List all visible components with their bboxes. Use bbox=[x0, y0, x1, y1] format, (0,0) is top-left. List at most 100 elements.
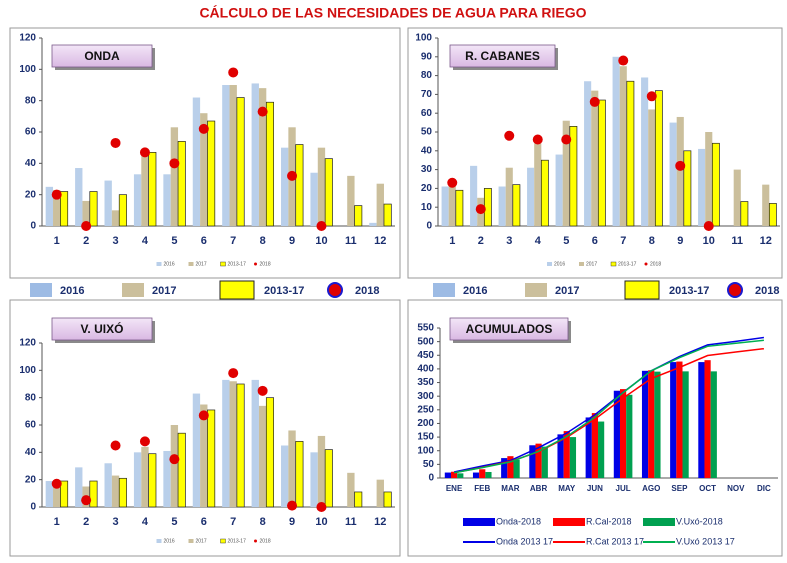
bar bbox=[584, 81, 592, 227]
x-tick-label: 8 bbox=[260, 516, 266, 528]
dot bbox=[561, 134, 572, 145]
dot bbox=[198, 410, 209, 421]
bar bbox=[369, 222, 377, 226]
x-tick-label: 12 bbox=[760, 235, 772, 247]
bar bbox=[562, 120, 570, 226]
bar bbox=[597, 99, 606, 227]
bar bbox=[740, 201, 749, 227]
legend-swatch bbox=[220, 538, 226, 544]
bar bbox=[654, 371, 661, 478]
y-tick-label: 40 bbox=[25, 158, 37, 169]
legend-swatch bbox=[254, 539, 257, 543]
y-tick-label: 450 bbox=[417, 350, 434, 361]
y-tick-label: 80 bbox=[25, 392, 37, 403]
y-tick-label: 40 bbox=[421, 145, 433, 156]
x-tick-label: ABR bbox=[530, 484, 548, 493]
dot bbox=[447, 177, 458, 188]
x-tick-label: OCT bbox=[699, 484, 716, 493]
bar bbox=[641, 77, 649, 226]
bar bbox=[698, 148, 706, 226]
bar bbox=[324, 449, 333, 508]
legend-swatch bbox=[553, 518, 585, 526]
legend-label: 2016 bbox=[60, 285, 84, 297]
y-tick-label: 250 bbox=[417, 404, 434, 415]
dot bbox=[139, 436, 150, 447]
legend-swatch bbox=[188, 262, 194, 266]
bar bbox=[222, 379, 230, 507]
x-tick-label: 5 bbox=[563, 235, 569, 247]
legend-label: 2017 bbox=[555, 285, 579, 297]
legend-swatch bbox=[643, 518, 675, 526]
dot bbox=[287, 500, 298, 511]
x-tick-label: 6 bbox=[201, 235, 207, 247]
chart-title: R. CABANES bbox=[465, 49, 540, 63]
legend-label: 2016 bbox=[164, 538, 175, 544]
bar bbox=[501, 458, 508, 478]
bar bbox=[450, 471, 458, 478]
bar bbox=[295, 441, 304, 508]
y-tick-label: 50 bbox=[421, 127, 433, 138]
y-tick-label: 0 bbox=[426, 221, 432, 232]
bar bbox=[281, 147, 289, 226]
x-tick-label: 4 bbox=[142, 235, 149, 247]
bar bbox=[170, 127, 179, 226]
bar bbox=[698, 362, 705, 478]
dot bbox=[51, 189, 62, 200]
bar bbox=[177, 141, 186, 227]
x-tick-label: JUN bbox=[587, 484, 603, 493]
legend-swatch bbox=[463, 518, 495, 526]
y-tick-label: 20 bbox=[421, 183, 433, 194]
x-tick-label: 4 bbox=[535, 235, 542, 247]
legend-label: 2018 bbox=[260, 538, 271, 544]
x-tick-label: JUL bbox=[616, 484, 631, 493]
bar bbox=[82, 200, 90, 226]
bar bbox=[89, 191, 98, 227]
bar bbox=[612, 56, 620, 226]
legend-swatch bbox=[122, 283, 144, 297]
bar bbox=[512, 184, 521, 227]
bar bbox=[104, 463, 112, 507]
bar bbox=[670, 362, 677, 478]
x-tick-label: 10 bbox=[703, 235, 715, 247]
dot bbox=[703, 221, 714, 231]
bar bbox=[111, 475, 120, 507]
bar bbox=[527, 167, 535, 226]
x-tick-label: 6 bbox=[592, 235, 598, 247]
dot bbox=[257, 385, 268, 396]
x-tick-label: DIC bbox=[757, 484, 771, 493]
bar bbox=[682, 371, 689, 478]
bar bbox=[498, 186, 506, 226]
bar bbox=[676, 116, 684, 226]
x-tick-label: 1 bbox=[54, 235, 60, 247]
legend-swatch bbox=[156, 539, 162, 543]
x-tick-label: 9 bbox=[289, 235, 295, 247]
bar bbox=[251, 379, 259, 507]
bar bbox=[133, 452, 142, 507]
x-tick-label: 3 bbox=[112, 516, 118, 528]
bar bbox=[513, 459, 520, 478]
y-tick-label: 60 bbox=[25, 420, 37, 431]
title-box bbox=[449, 44, 556, 68]
legend-label: 2017 bbox=[152, 285, 176, 297]
bar bbox=[75, 467, 83, 507]
bar bbox=[591, 413, 599, 478]
bar bbox=[251, 83, 259, 226]
bar bbox=[53, 189, 61, 226]
bar bbox=[505, 167, 513, 226]
x-tick-label: 1 bbox=[449, 235, 455, 247]
bar bbox=[444, 472, 451, 478]
legend-label: 2016 bbox=[164, 261, 175, 267]
y-tick-label: 40 bbox=[25, 447, 37, 458]
x-tick-label: NOV bbox=[727, 484, 745, 493]
bar bbox=[148, 152, 157, 227]
bar bbox=[541, 446, 548, 478]
bar bbox=[534, 143, 542, 226]
legend-label: V.Uxó-2018 bbox=[676, 516, 723, 526]
x-tick-label: SEP bbox=[671, 484, 688, 493]
bar bbox=[53, 482, 61, 507]
bar bbox=[170, 425, 179, 507]
bar bbox=[45, 186, 54, 226]
legend-swatch bbox=[156, 262, 162, 266]
legend-label: Onda-2018 bbox=[496, 516, 541, 526]
x-tick-label: 8 bbox=[649, 235, 655, 247]
